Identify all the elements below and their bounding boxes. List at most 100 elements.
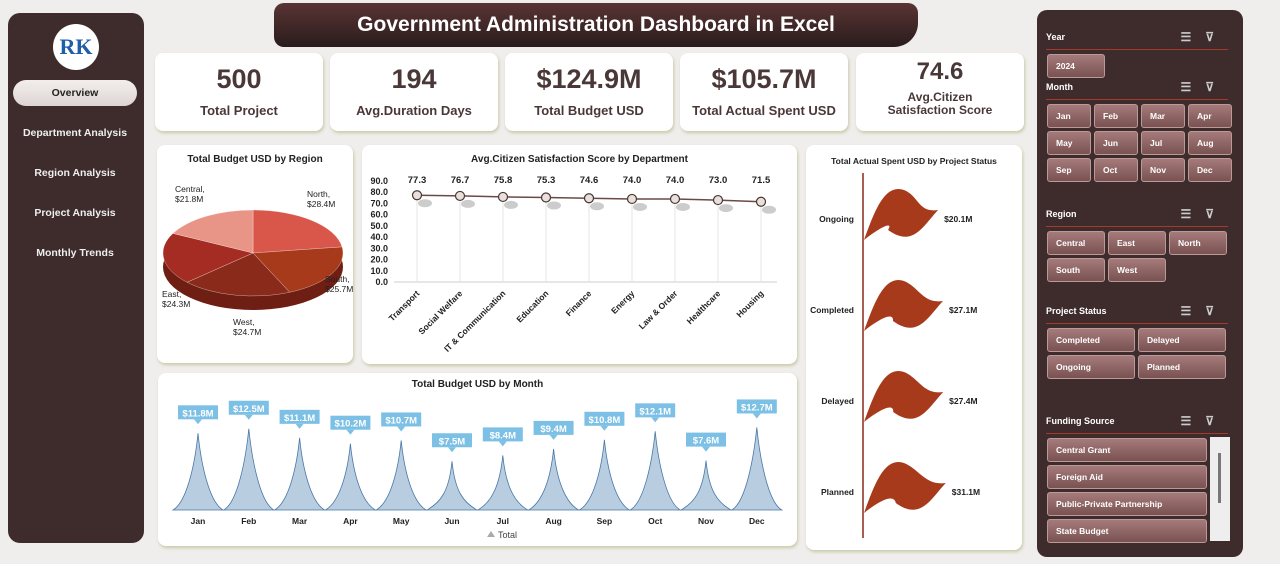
slicer-item[interactable]: Aug: [1188, 131, 1232, 155]
line-chart: 0.010.020.0 30.040.050.060.0 70.080.090.0 7…: [370, 175, 777, 354]
area-peak-oct: [628, 431, 682, 511]
marker-shadow: [719, 204, 733, 213]
status-chart-card: Total Actual Spent USD by Project Status…: [806, 145, 1022, 550]
callout-pointer: [600, 425, 609, 431]
data-label: $20.1M: [944, 214, 972, 224]
slicer-item[interactable]: May: [1047, 131, 1091, 155]
slicer-item[interactable]: South: [1047, 258, 1105, 282]
slicer-item[interactable]: 2024: [1047, 54, 1105, 78]
y-tick-label: 40.0: [370, 232, 388, 242]
kpi-label: Avg.Citizen Satisfaction Score: [887, 90, 993, 117]
x-tick-label: Education: [514, 288, 550, 324]
area-peak-mar: [273, 437, 327, 511]
x-tick-label: Housing: [734, 288, 765, 319]
kpi-total-budget: $124.9M Total Budget USD: [505, 53, 673, 131]
clear-filter-icon[interactable]: ⊽: [1205, 80, 1228, 94]
data-label: 76.7: [451, 175, 470, 186]
callout-pointer: [346, 429, 355, 435]
slicer-item[interactable]: Completed: [1047, 328, 1135, 352]
category-label: Planned: [821, 487, 854, 497]
data-point: [669, 193, 681, 205]
area-peak-nov: [679, 460, 733, 511]
slicer-item[interactable]: West: [1108, 258, 1166, 282]
data-label: $10.2M: [335, 419, 367, 430]
slicer-item[interactable]: Central: [1047, 231, 1105, 255]
pie-slice-south: [252, 246, 344, 293]
callout-pointer: [448, 447, 456, 453]
slicer-item[interactable]: Apr: [1188, 104, 1232, 128]
data-callout: [584, 411, 625, 426]
pie-slice-central: [172, 209, 254, 254]
clear-filter-icon[interactable]: ⊽: [1205, 207, 1228, 221]
x-tick-label: Law & Order: [637, 288, 680, 331]
x-tick-label: Dec: [749, 516, 765, 526]
kpi-total-spent: $105.7M Total Actual Spent USD: [680, 53, 848, 131]
slicer-item[interactable]: East: [1108, 231, 1166, 255]
data-label: 73.0: [709, 175, 728, 186]
multi-select-icon[interactable]: ☰: [1180, 30, 1206, 44]
clear-filter-icon[interactable]: ⊽: [1205, 304, 1228, 318]
x-tick-label: Jan: [191, 516, 206, 526]
y-tick-label: 20.0: [370, 255, 388, 265]
nav-monthly-trends[interactable]: Monthly Trends: [36, 247, 114, 259]
multi-select-icon[interactable]: ☰: [1180, 414, 1206, 428]
slicer-item[interactable]: Nov: [1141, 158, 1185, 182]
data-label: $27.4M: [949, 396, 977, 406]
slicer-header-funding-source: Funding Source ☰⊽: [1046, 414, 1228, 434]
slicer-item[interactable]: State Budget: [1047, 519, 1207, 543]
kpi-value: 74.6: [916, 58, 964, 85]
data-callout: [432, 433, 472, 448]
clear-filter-icon[interactable]: ⊽: [1205, 30, 1228, 44]
area-peak-apr: [323, 443, 377, 511]
kpi-satisfaction: 74.6 Avg.Citizen Satisfaction Score: [856, 53, 1024, 131]
slicer-item[interactable]: Planned: [1138, 355, 1226, 379]
slicer-item[interactable]: North: [1169, 231, 1227, 255]
slicer-item[interactable]: Ongoing: [1047, 355, 1135, 379]
y-tick-label: 90.0: [370, 176, 388, 186]
flag-bar-ongoing: [864, 188, 939, 240]
data-label: 75.8: [494, 175, 513, 186]
data-point: [454, 190, 466, 202]
scrollbar-thumb[interactable]: [1218, 453, 1221, 503]
sidebar: RK Overview Department Analysis Region A…: [8, 13, 144, 543]
kpi-label: Total Budget USD: [534, 103, 644, 118]
x-tick-label: Transport: [387, 288, 422, 323]
data-label: Central, $21.8M: [175, 184, 205, 204]
marker-shadow: [461, 199, 475, 208]
slicer-item[interactable]: Central Grant: [1047, 438, 1207, 462]
data-label: $10.7M: [385, 415, 417, 426]
slicer-item[interactable]: Public-Private Partnership: [1047, 492, 1207, 516]
nav-department-analysis[interactable]: Department Analysis: [22, 127, 128, 139]
slicer-item[interactable]: Feb: [1094, 104, 1138, 128]
slicer-item[interactable]: Delayed: [1138, 328, 1226, 352]
scrollbar[interactable]: [1210, 437, 1230, 541]
y-tick-label: 50.0: [370, 221, 388, 231]
nav-overview[interactable]: Overview: [13, 80, 137, 106]
area-peak-sep: [577, 439, 631, 511]
data-label: North, $28.4M: [307, 189, 335, 209]
x-tick-label: Aug: [545, 516, 562, 526]
data-callout: [178, 405, 218, 420]
slicer-item[interactable]: Dec: [1188, 158, 1232, 182]
slicer-item[interactable]: Jun: [1094, 131, 1138, 155]
nav-region-analysis[interactable]: Region Analysis: [34, 167, 116, 179]
slicer-item[interactable]: Jul: [1141, 131, 1185, 155]
data-callout: [533, 420, 574, 435]
data-callout: [279, 409, 320, 424]
multi-select-icon[interactable]: ☰: [1180, 207, 1206, 221]
area-peak-may: [374, 440, 428, 511]
callout-pointer: [295, 423, 304, 429]
nav-project-analysis[interactable]: Project Analysis: [34, 207, 116, 219]
slicer-item[interactable]: Jan: [1047, 104, 1091, 128]
clear-filter-icon[interactable]: ⊽: [1205, 414, 1228, 428]
slicer-item[interactable]: Foreign Aid: [1047, 465, 1207, 489]
slicer-item[interactable]: Oct: [1094, 158, 1138, 182]
chart-title: Total Budget USD by Month: [411, 379, 544, 390]
multi-select-icon[interactable]: ☰: [1180, 80, 1206, 94]
category-label: Ongoing: [819, 214, 854, 224]
slicer-item[interactable]: Mar: [1141, 104, 1185, 128]
multi-select-icon[interactable]: ☰: [1180, 304, 1206, 318]
x-tick-label: Jun: [444, 516, 459, 526]
x-tick-label: Feb: [241, 516, 256, 526]
slicer-item[interactable]: Sep: [1047, 158, 1091, 182]
